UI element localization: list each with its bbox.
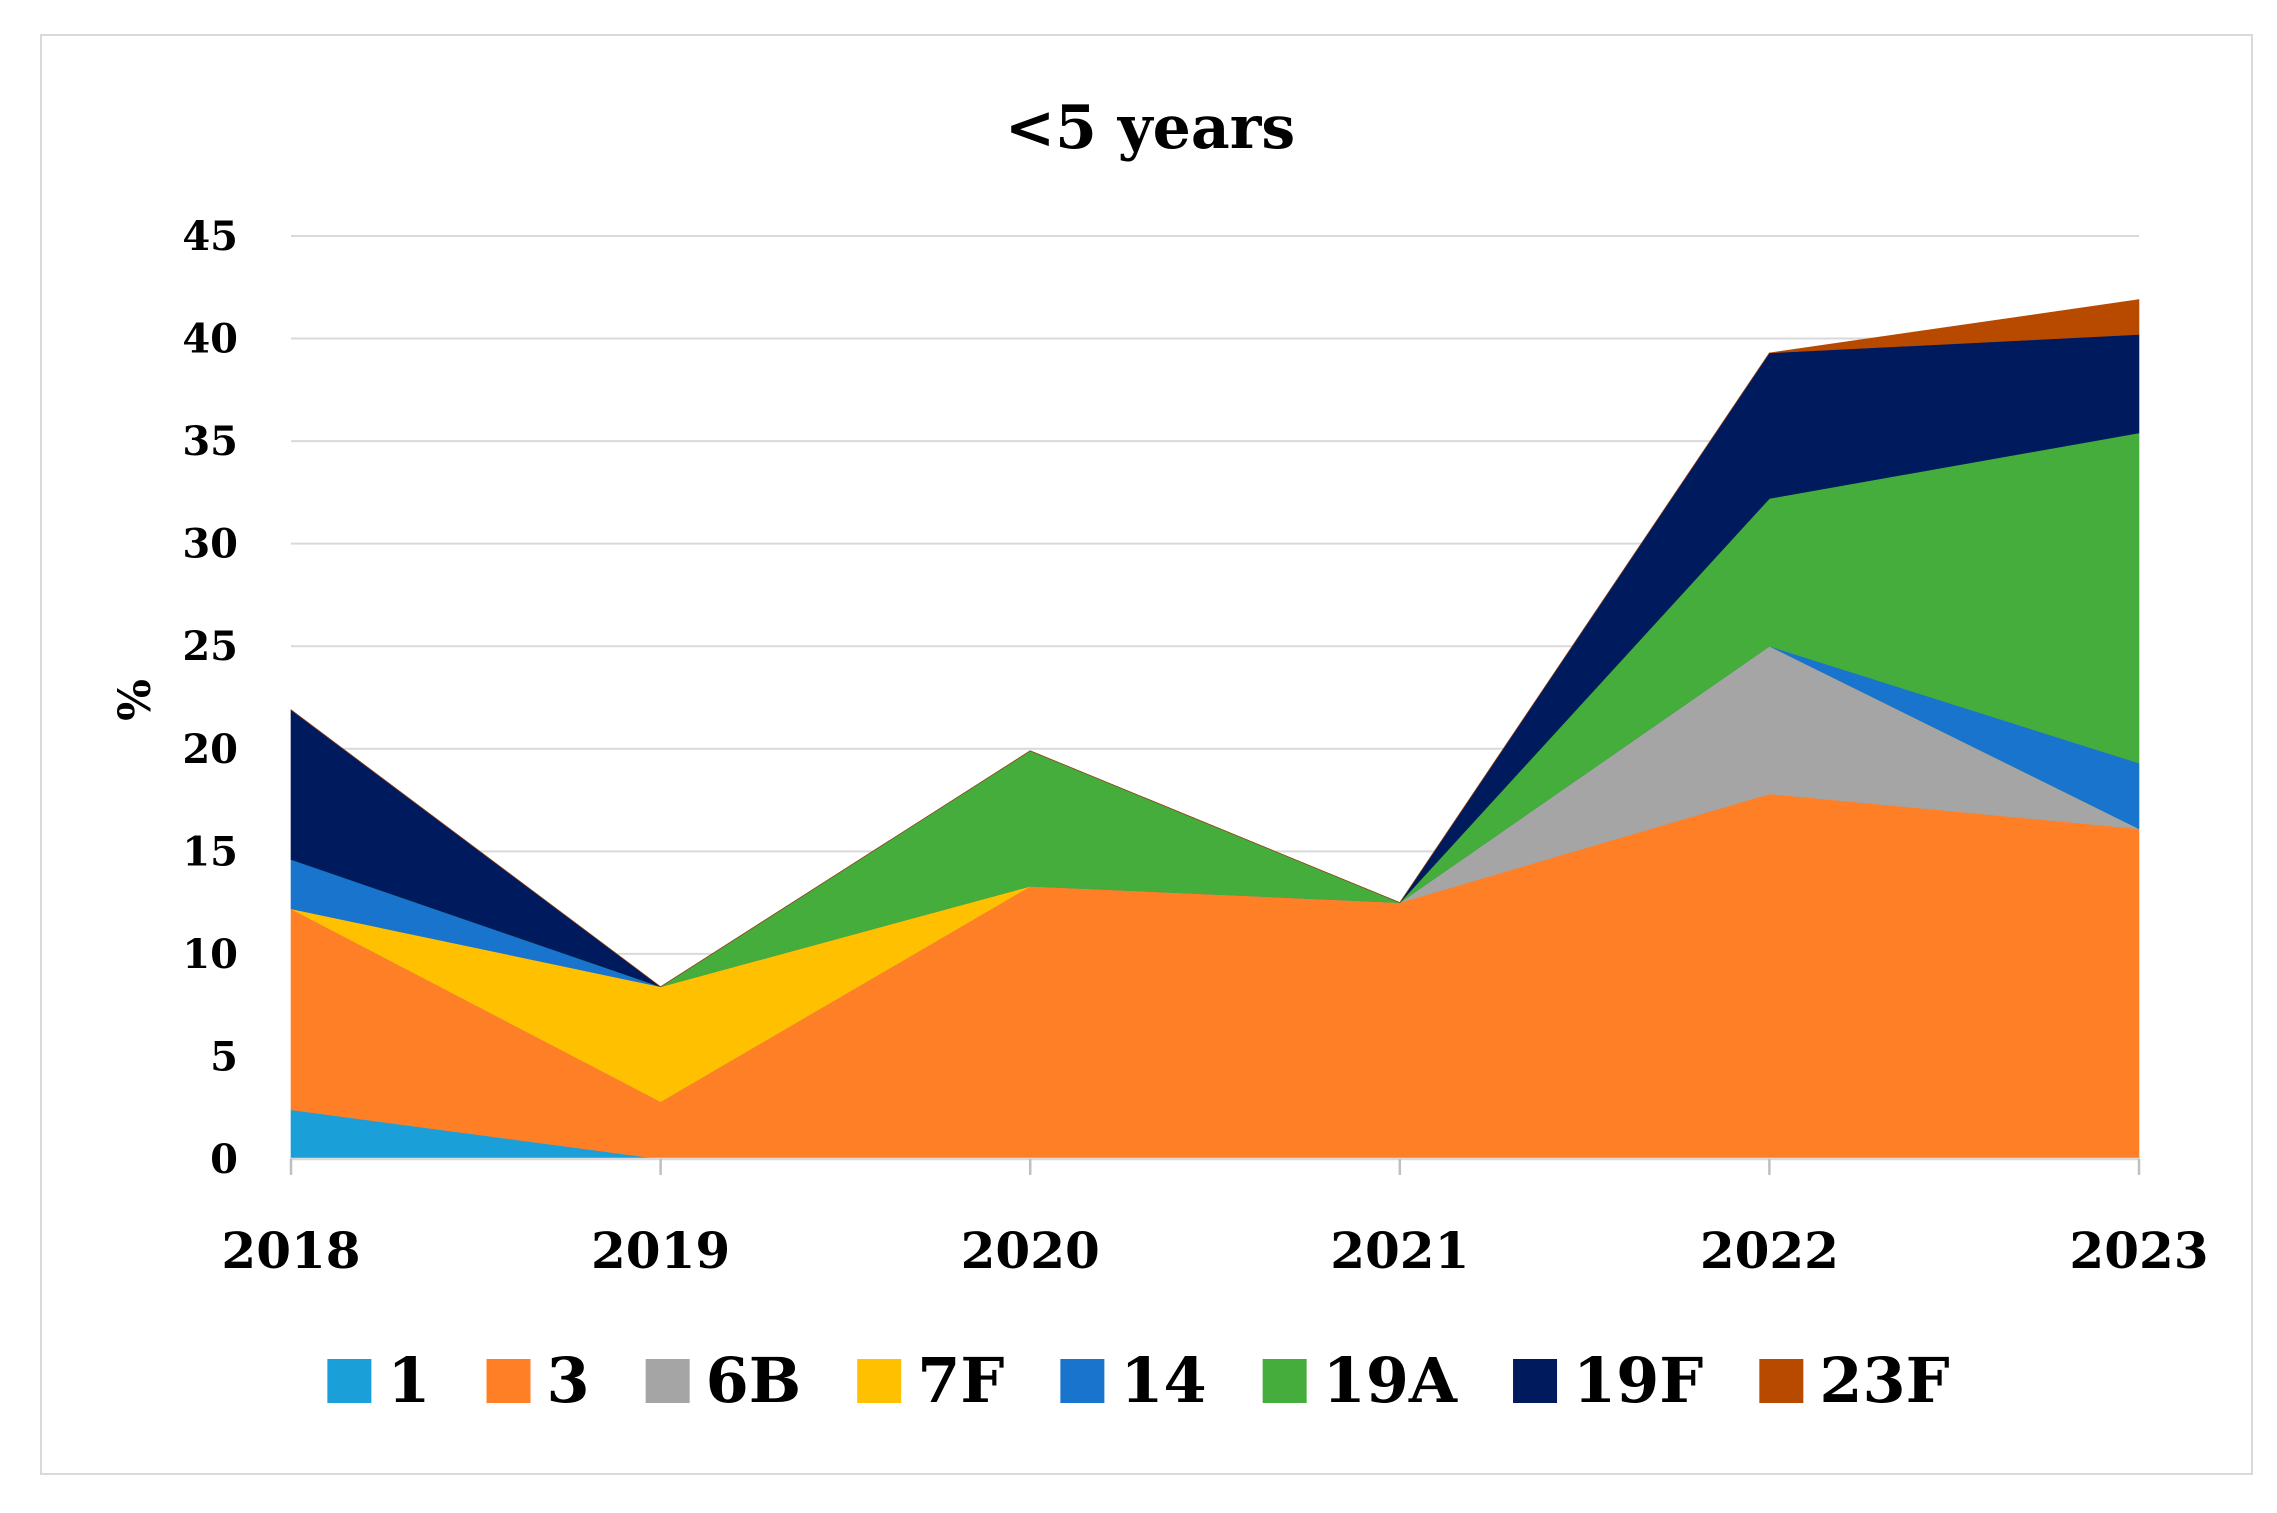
legend-item-1: 1 <box>327 1344 431 1417</box>
legend-item-3: 3 <box>486 1344 590 1417</box>
legend-label: 7F <box>917 1344 1004 1417</box>
y-axis-label: % <box>110 679 161 721</box>
legend-item-7f: 7F <box>857 1344 1004 1417</box>
x-tick-labels: 2018 2019 2020 2021 2022 2023 <box>221 1221 2208 1280</box>
area-series-23f <box>290 299 2140 987</box>
y-tick-labels: 0 5 10 15 20 25 30 35 40 45 <box>182 213 238 1183</box>
x-tick-label: 2018 <box>221 1221 360 1280</box>
x-tick-label: 2021 <box>1330 1221 1469 1280</box>
legend-swatch <box>645 1359 690 1403</box>
legend-item-6b: 6B <box>645 1344 802 1417</box>
stacked-areas <box>290 299 2140 1160</box>
y-tick-label: 30 <box>182 521 238 568</box>
y-tick-label: 20 <box>182 726 238 773</box>
y-tick-label: 25 <box>182 623 238 670</box>
legend-swatch <box>486 1359 531 1403</box>
legend-swatch <box>327 1359 372 1403</box>
y-tick-label: 35 <box>182 418 238 465</box>
y-tick-label: 5 <box>210 1033 238 1080</box>
axes <box>289 1157 2141 1175</box>
legend-swatch <box>857 1359 902 1403</box>
legend-item-14: 14 <box>1060 1344 1207 1417</box>
chart-title: <5 years <box>1005 93 1295 163</box>
legend-label: 3 <box>547 1344 590 1417</box>
y-tick-label: 40 <box>182 316 238 363</box>
y-tick-label: 0 <box>210 1136 238 1183</box>
legend-item-23f: 23F <box>1759 1344 1950 1417</box>
y-tick-label: 15 <box>182 828 238 875</box>
legend-label: 1 <box>387 1344 430 1417</box>
legend-swatch <box>1513 1359 1558 1403</box>
y-tick-label: 45 <box>182 213 238 260</box>
x-tick-label: 2023 <box>2069 1221 2208 1280</box>
legend-label: 6B <box>706 1344 802 1417</box>
legend: 1 3 6B 7F 14 19A 19F 23F <box>327 1344 1950 1417</box>
x-tick-label: 2022 <box>1700 1221 1839 1280</box>
legend-item-19f: 19F <box>1513 1344 1703 1417</box>
legend-label: 14 <box>1120 1344 1206 1417</box>
legend-label: 19F <box>1573 1344 1703 1417</box>
legend-item-19a: 19A <box>1262 1344 1458 1417</box>
legend-swatch <box>1060 1359 1105 1403</box>
legend-label: 19A <box>1323 1344 1458 1417</box>
x-tick-label: 2019 <box>591 1221 730 1280</box>
x-tick-label: 2020 <box>961 1221 1100 1280</box>
legend-label: 23F <box>1819 1344 1949 1417</box>
legend-swatch <box>1759 1359 1804 1403</box>
y-tick-label: 10 <box>182 931 238 978</box>
legend-swatch <box>1262 1359 1307 1403</box>
